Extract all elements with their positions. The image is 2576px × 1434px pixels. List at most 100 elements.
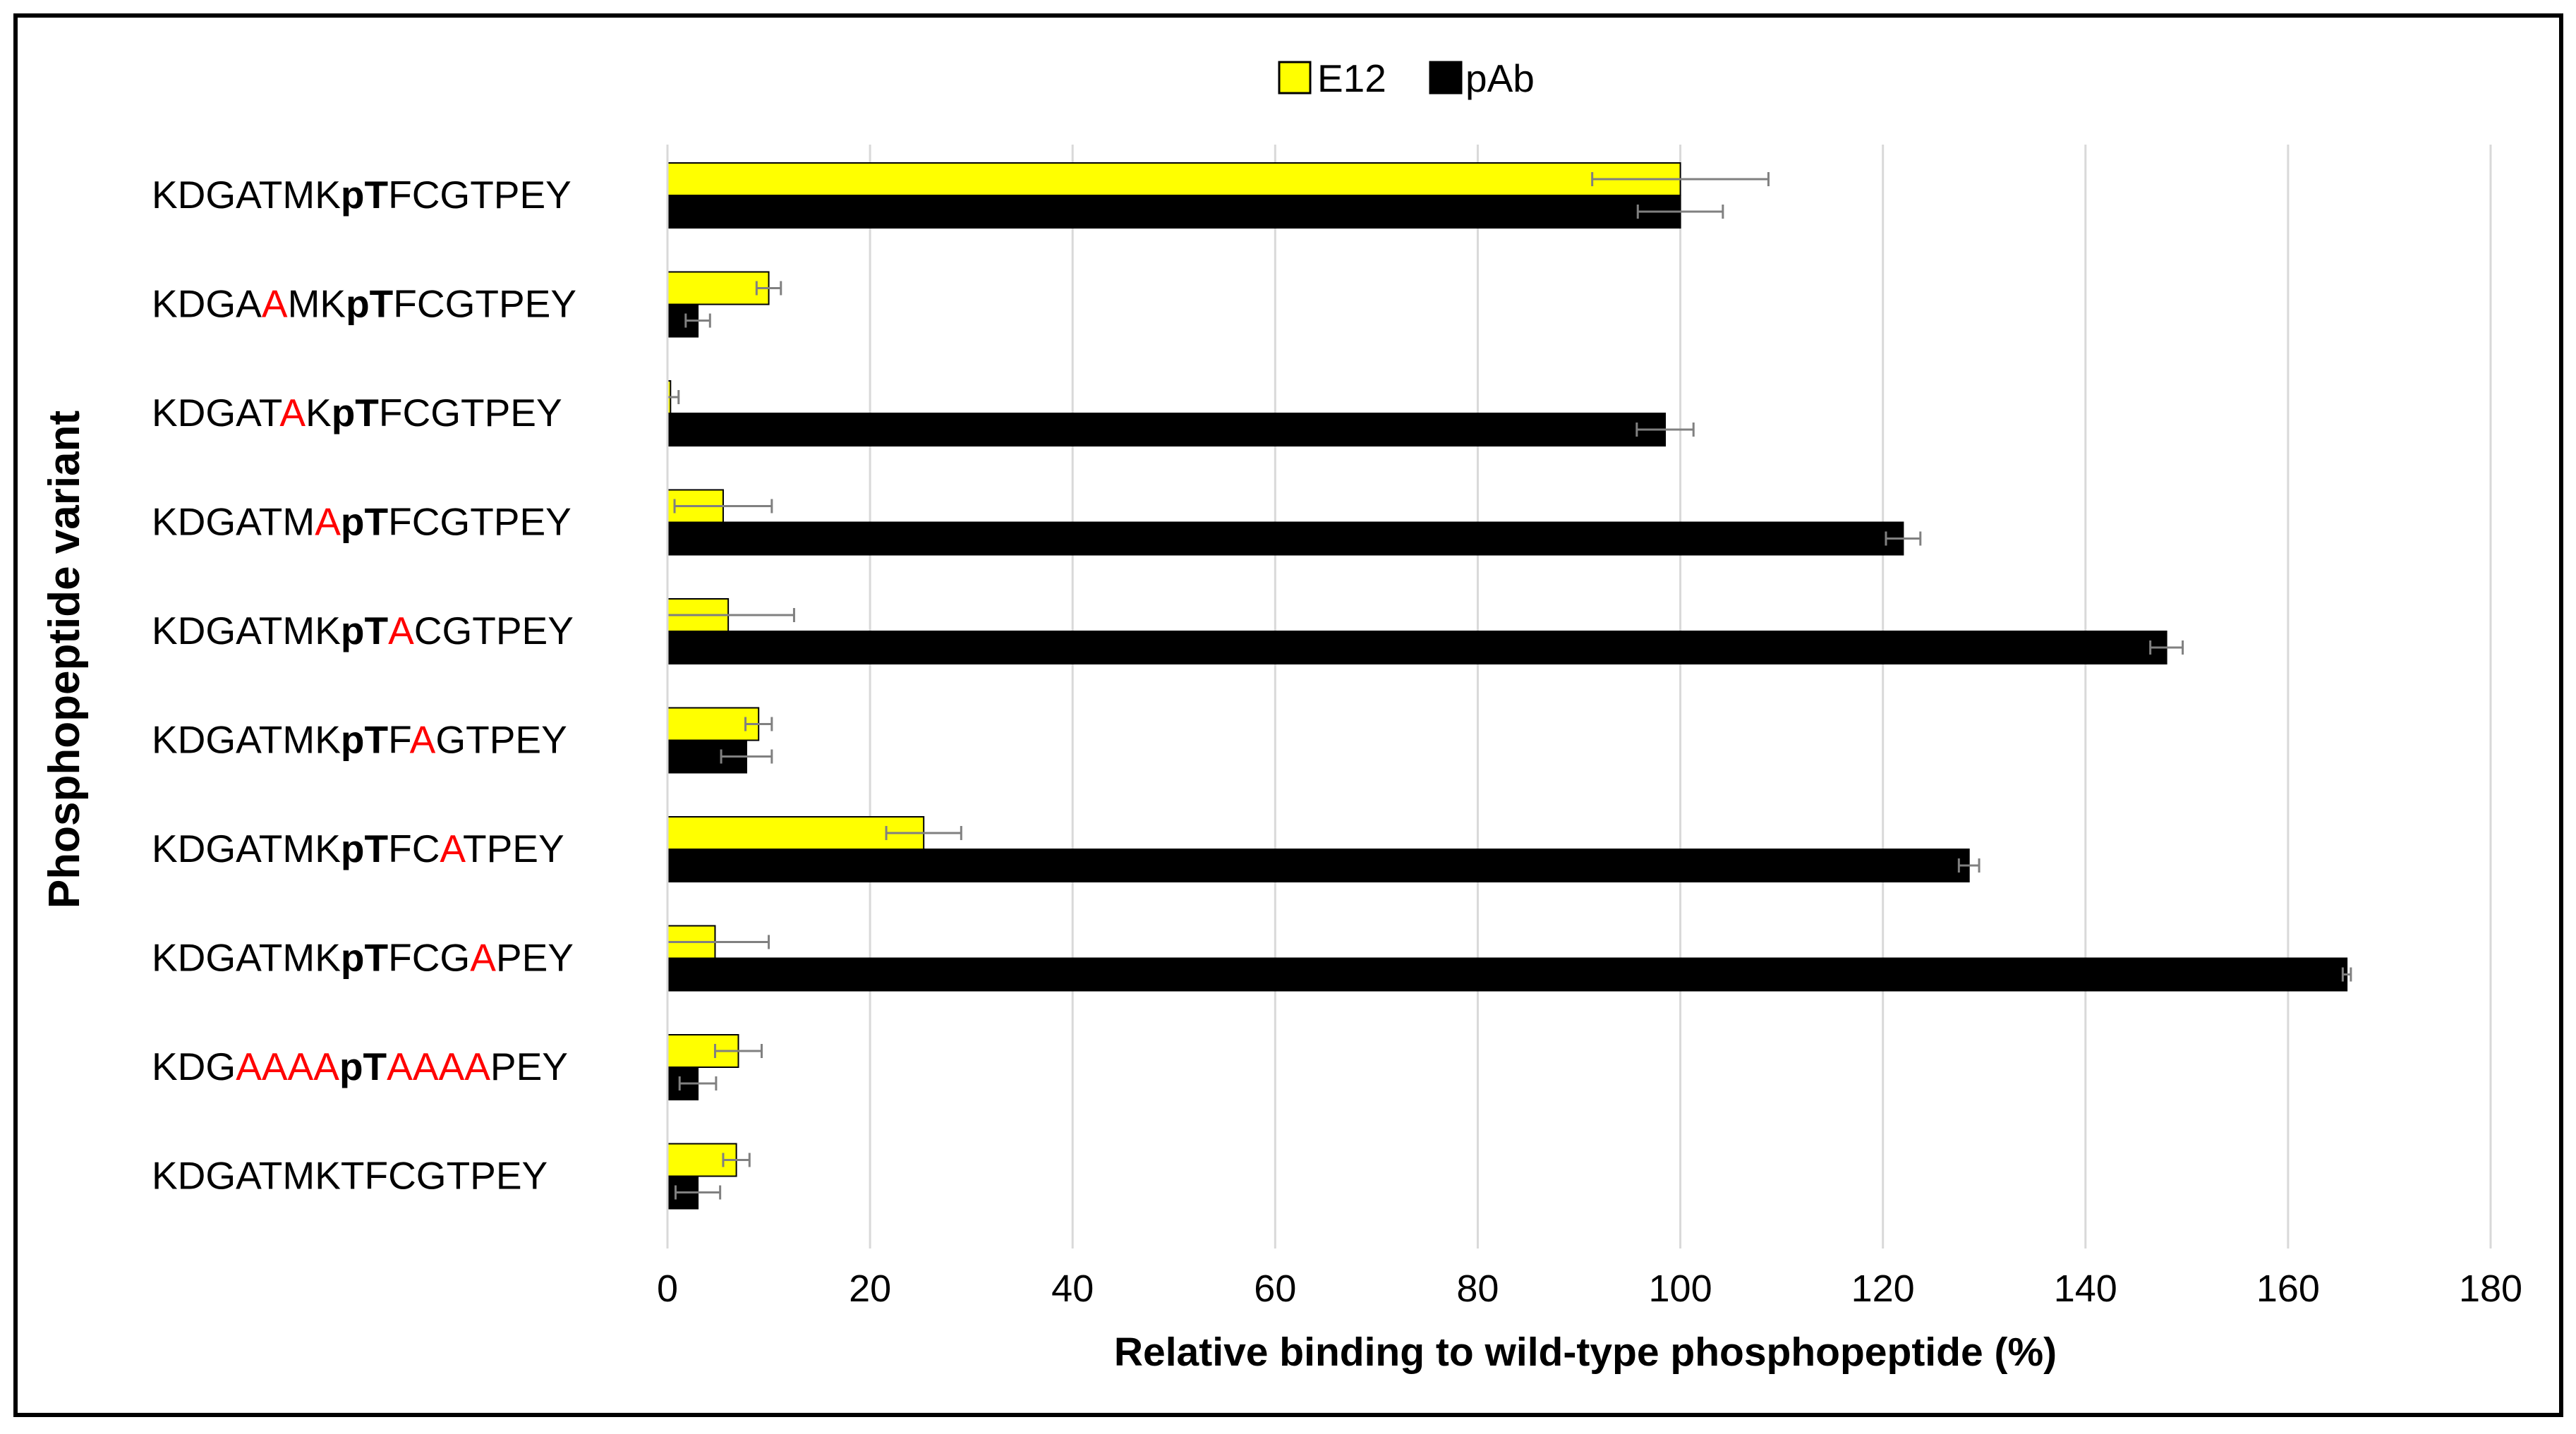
category-label-segment: A: [470, 936, 496, 980]
bar-pab-kdgatmaptfcgtpey: [667, 521, 1904, 556]
category-label-segment: A: [388, 609, 414, 652]
category-label-segment: TPEY: [463, 827, 564, 870]
category-label-kdgatakptfcgtpey: KDGATAKpTFCGTPEY: [152, 391, 562, 435]
category-label-segment: FCGTPEY: [393, 282, 576, 326]
category-label-kdgatmkptfagtpey: KDGATMKpTFAGTPEY: [152, 718, 567, 762]
category-label-kdgatmkptfcatpey: KDGATMKpTFCATPEY: [152, 827, 564, 870]
category-label-segment: pT: [346, 282, 393, 326]
category-label-segment: KDGATMK: [152, 936, 341, 980]
category-label-segment: KDGATMKTFCGTPEY: [152, 1154, 548, 1198]
y-axis-title: Phosphopeptide variant: [40, 411, 89, 909]
category-label-segment: pT: [332, 391, 379, 435]
error-bar-pab-kdgatmkptfagtpey: [720, 749, 773, 764]
chart-frame: [13, 13, 2563, 1417]
category-label-segment: KDGA: [152, 282, 262, 326]
category-label-segment: FCG: [388, 936, 470, 980]
error-bar-pab-kdgaamkptfcgtpey: [684, 313, 711, 328]
category-label-kdgatmaptfcgtpey: KDGATMApTFCGTPEY: [152, 500, 572, 544]
category-label-segment: KDGATM: [152, 500, 315, 544]
bar-e12-kdgatmkptfcgtpey: [667, 162, 1681, 196]
category-label-segment: A: [440, 827, 466, 870]
legend-label-e12: E12: [1317, 56, 1386, 100]
category-label-segment: FCGTPEY: [379, 391, 562, 435]
error-bar-pab-kdgatmktfcgtpey: [674, 1185, 722, 1200]
x-tick-label-80: 80: [1456, 1268, 1499, 1310]
legend-swatch-pab: [1429, 61, 1463, 95]
x-tick-label-20: 20: [849, 1268, 891, 1310]
category-label-segment: A: [262, 282, 288, 326]
error-bar-pab-kdgatmaptfcgtpey: [1885, 531, 1922, 546]
bar-pab-kdgatmkptfcgapey: [667, 957, 2348, 992]
error-bar-pab-kdgatmkptfcgtpey: [1636, 205, 1724, 219]
category-label-kdgatmkptfcgapey: KDGATMKpTFCGAPEY: [152, 936, 574, 980]
error-bar-e12-kdgatmkptfcgtpey: [1591, 172, 1770, 186]
x-tick-label-160: 160: [2256, 1268, 2320, 1310]
category-label-segment: pT: [341, 173, 388, 217]
category-label-segment: PEY: [496, 936, 574, 980]
error-bar-e12-kdgaaaaptaaaapey: [713, 1044, 763, 1058]
category-label-segment: A: [279, 391, 306, 435]
category-label-kdgatmkptacgtpey: KDGATMKpTACGTPEY: [152, 609, 574, 652]
category-label-kdgaamkptfcgtpey: KDGAAMKpTFCGTPEY: [152, 282, 576, 326]
x-tick-label-60: 60: [1254, 1268, 1296, 1310]
category-label-segment: KDGATMK: [152, 609, 341, 652]
bar-pab-kdgatmkptacgtpey: [667, 631, 2167, 664]
category-label-segment: pT: [341, 827, 388, 870]
error-bar-e12-kdgaamkptfcgtpey: [755, 281, 782, 296]
x-tick-label-100: 100: [1649, 1268, 1712, 1310]
bar-pab-kdgatmkptfcgtpey: [667, 195, 1681, 229]
category-label-segment: AAAA: [387, 1045, 490, 1088]
category-label-segment: MK: [288, 282, 346, 326]
error-bar-e12-kdgatmkptfagtpey: [744, 717, 773, 731]
y-category-labels: KDGATMKpTFCGTPEYKDGAAMKpTFCGTPEYKDGATAKp…: [152, 173, 576, 1198]
category-label-segment: FC: [388, 827, 440, 870]
error-bar-pab-kdgaaaaptaaaapey: [678, 1076, 718, 1090]
bar-e12-kdgatmkptfcatpey: [667, 816, 925, 850]
category-label-segment: GTPEY: [435, 718, 567, 762]
category-label-segment: PEY: [490, 1045, 568, 1088]
legend: E12 pAb: [1278, 56, 1535, 100]
error-bar-pab-kdgatakptfcgtpey: [1635, 423, 1695, 437]
x-tick-label-140: 140: [2054, 1268, 2117, 1310]
bar-pab-kdgatmkptfcatpey: [667, 849, 1970, 882]
bars-group: [667, 162, 2348, 1210]
category-label-segment: AAAA: [236, 1045, 339, 1088]
error-bar-e12-kdgatmkptfcatpey: [885, 826, 962, 840]
category-label-segment: pT: [341, 609, 388, 652]
legend-swatch-e12: [1278, 61, 1312, 95]
bar-e12-kdgaamkptfcgtpey: [667, 271, 770, 305]
legend-label-pab: pAb: [1465, 56, 1535, 100]
error-bar-pab-kdgatmkptfcatpey: [1957, 858, 1981, 873]
category-label-kdgaaaaptaaaapey: KDGAAAApTAAAAPEY: [152, 1045, 568, 1088]
gridlines: [869, 145, 2492, 1248]
category-label-segment: F: [388, 718, 411, 762]
category-label-segment: pT: [341, 936, 388, 980]
category-label-segment: KDGAT: [152, 391, 282, 435]
category-label-segment: FCGTPEY: [388, 173, 572, 217]
category-label-segment: A: [410, 718, 436, 762]
x-axis-title: Relative binding to wild-type phosphopep…: [1114, 1330, 2057, 1375]
category-label-segment: KDG: [152, 1045, 236, 1088]
error-bar-e12-kdgatmktfcgtpey: [722, 1153, 751, 1167]
x-tick-label-120: 120: [1851, 1268, 1915, 1310]
category-label-segment: KDGATMK: [152, 718, 341, 762]
x-tick-label-0: 0: [657, 1268, 678, 1310]
error-bar-pab-kdgatmkptacgtpey: [2149, 640, 2184, 655]
category-label-kdgatmkptfcgtpey: KDGATMKpTFCGTPEY: [152, 173, 572, 217]
category-label-segment: K: [306, 391, 332, 435]
x-tick-label-180: 180: [2459, 1268, 2522, 1310]
category-label-kdgatmktfcgtpey: KDGATMKTFCGTPEY: [152, 1154, 548, 1198]
category-label-segment: pT: [341, 718, 388, 762]
category-label-segment: pT: [339, 1045, 387, 1088]
x-tick-labels: 0 20 40 60 80 100 120 140 160 180: [657, 1268, 2522, 1310]
x-tick-label-40: 40: [1051, 1268, 1094, 1310]
category-label-segment: pT: [341, 500, 388, 544]
bar-pab-kdgatakptfcgtpey: [667, 413, 1667, 446]
error-bar-e12-kdgatmaptfcgtpey: [673, 499, 773, 514]
category-label-segment: CGTPEY: [414, 609, 574, 652]
error-bar-pab-kdgatmkptfcgapey: [2341, 967, 2352, 982]
category-label-segment: A: [315, 500, 341, 544]
category-label-segment: FCGTPEY: [388, 500, 572, 544]
